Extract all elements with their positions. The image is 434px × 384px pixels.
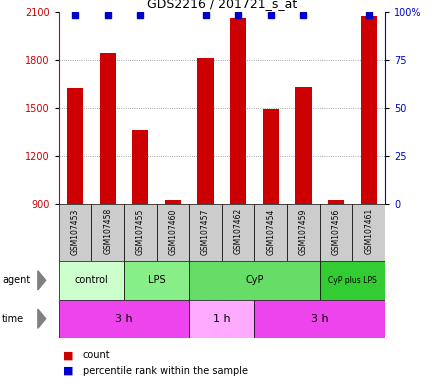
Text: 1 h: 1 h bbox=[213, 314, 230, 324]
Text: GSM107459: GSM107459 bbox=[298, 208, 307, 255]
Bar bbox=[91, 204, 124, 261]
Bar bbox=[262, 109, 278, 204]
Text: 3 h: 3 h bbox=[310, 314, 328, 324]
Bar bbox=[59, 300, 189, 338]
Text: GSM107460: GSM107460 bbox=[168, 208, 177, 255]
Text: CyP: CyP bbox=[245, 275, 263, 285]
Bar bbox=[254, 204, 286, 261]
Text: LPS: LPS bbox=[148, 275, 165, 285]
Bar bbox=[352, 204, 384, 261]
Text: agent: agent bbox=[2, 275, 30, 285]
Bar bbox=[164, 200, 181, 204]
Text: GSM107455: GSM107455 bbox=[135, 208, 145, 255]
Text: ■: ■ bbox=[63, 350, 73, 360]
Bar bbox=[189, 300, 254, 338]
Bar bbox=[59, 204, 91, 261]
Title: GDS2216 / 201721_s_at: GDS2216 / 201721_s_at bbox=[146, 0, 296, 10]
Text: 3 h: 3 h bbox=[115, 314, 132, 324]
Bar bbox=[99, 53, 115, 204]
Bar bbox=[132, 130, 148, 204]
Bar bbox=[230, 18, 246, 204]
Bar bbox=[254, 300, 384, 338]
Bar bbox=[327, 200, 343, 204]
Text: CyP plus LPS: CyP plus LPS bbox=[327, 276, 376, 285]
Bar bbox=[156, 204, 189, 261]
Text: percentile rank within the sample: percentile rank within the sample bbox=[82, 366, 247, 376]
Bar bbox=[124, 204, 156, 261]
Text: GSM107456: GSM107456 bbox=[331, 208, 340, 255]
Text: ■: ■ bbox=[63, 366, 73, 376]
Bar bbox=[319, 204, 352, 261]
Bar bbox=[221, 204, 254, 261]
Text: GSM107454: GSM107454 bbox=[266, 208, 275, 255]
Bar bbox=[286, 204, 319, 261]
Bar bbox=[295, 87, 311, 204]
Bar bbox=[189, 261, 319, 300]
Text: GSM107457: GSM107457 bbox=[201, 208, 210, 255]
Text: GSM107453: GSM107453 bbox=[70, 208, 79, 255]
Text: GSM107462: GSM107462 bbox=[233, 208, 242, 254]
Text: control: control bbox=[74, 275, 108, 285]
Text: time: time bbox=[2, 314, 24, 324]
Bar bbox=[319, 261, 384, 300]
Bar bbox=[124, 261, 189, 300]
Text: GSM107458: GSM107458 bbox=[103, 208, 112, 254]
Bar bbox=[197, 58, 213, 204]
Bar bbox=[67, 88, 83, 204]
Bar bbox=[360, 16, 376, 204]
Bar bbox=[189, 204, 221, 261]
Text: count: count bbox=[82, 350, 110, 360]
Bar bbox=[59, 261, 124, 300]
Text: GSM107461: GSM107461 bbox=[363, 208, 372, 254]
